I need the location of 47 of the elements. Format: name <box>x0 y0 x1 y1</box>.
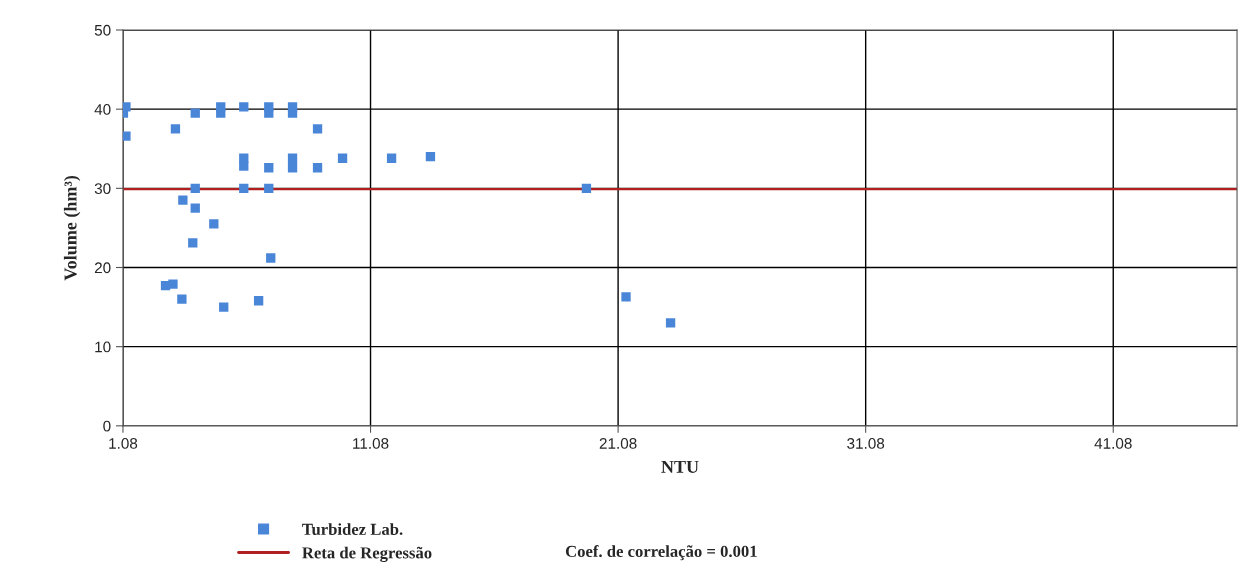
point <box>190 203 200 213</box>
y-tick-label: 40 <box>94 104 111 115</box>
y-tick-label: 50 <box>94 24 111 36</box>
y-tick-label: 10 <box>95 341 111 353</box>
point <box>188 238 198 248</box>
point <box>239 102 249 112</box>
y-tick-label: 0 <box>103 420 111 432</box>
point <box>190 183 200 193</box>
legend-label: Reta de Regressão <box>302 546 432 562</box>
point <box>177 294 187 304</box>
point <box>264 108 274 118</box>
y-axis-title: Volume (hm³) <box>63 175 81 281</box>
point <box>190 108 200 118</box>
point <box>209 219 219 229</box>
point <box>386 153 397 163</box>
x-tick-label: 11.08 <box>353 438 389 449</box>
point <box>178 195 188 205</box>
point <box>216 102 226 112</box>
point <box>312 124 323 134</box>
point <box>337 153 348 163</box>
x-axis-title: NTU <box>661 460 699 473</box>
point <box>581 183 592 193</box>
point <box>168 279 178 289</box>
y-tick-label: 30 <box>94 183 111 195</box>
y-tick-label: 20 <box>94 262 111 274</box>
x-tick-label: 21.08 <box>599 438 637 449</box>
point <box>287 108 298 118</box>
point <box>312 163 323 173</box>
point <box>239 161 249 171</box>
point <box>219 302 229 312</box>
point <box>122 131 131 141</box>
point <box>253 296 264 306</box>
x-tick-label: 1.08 <box>109 438 138 449</box>
point <box>425 152 436 162</box>
point <box>621 292 631 302</box>
x-tick-label: 41.08 <box>1094 438 1132 449</box>
point <box>266 253 276 263</box>
text: Coef. de correlação = 0.001 <box>565 545 757 561</box>
point <box>287 163 298 173</box>
point <box>264 183 274 193</box>
x-tick-label: 31.08 <box>847 438 885 449</box>
point <box>264 163 274 173</box>
point <box>239 183 249 193</box>
point <box>665 318 676 328</box>
point <box>287 153 298 163</box>
legend-label: Turbidez Lab. <box>302 523 403 536</box>
point <box>170 124 181 134</box>
